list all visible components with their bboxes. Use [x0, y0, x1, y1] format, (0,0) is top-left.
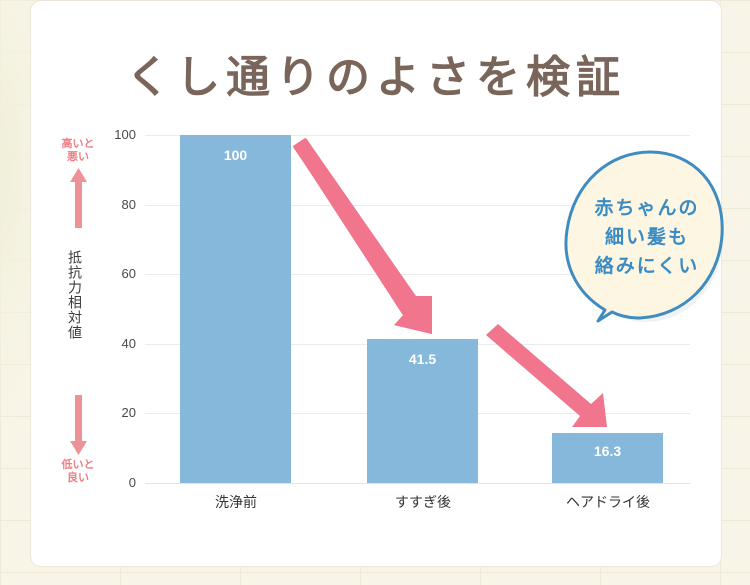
- bar-value-label: 41.5: [408, 351, 437, 367]
- y-tick-0: 0: [128, 475, 136, 490]
- bar-value-label: 100: [223, 147, 248, 163]
- y-tick-80: 80: [121, 197, 136, 212]
- decrease-arrow-2-icon: [486, 324, 607, 427]
- gridline-60: [145, 274, 690, 275]
- down-arrow-icon: [70, 395, 87, 455]
- bar-value-label: 16.3: [593, 443, 622, 459]
- y-tick-60: 60: [121, 266, 136, 281]
- bar-after-dry: 16.3: [552, 433, 663, 483]
- hint-low-line1: 低いと: [61, 458, 95, 471]
- gridline-0: [145, 483, 690, 484]
- callout-text: 赤ちゃんの 細い髪も 絡みにくい: [578, 194, 716, 281]
- bar-before-wash: 100: [180, 135, 291, 483]
- x-label-after-rinse: すすぎ後: [395, 495, 451, 511]
- chart-title: くし通りのよさを検証: [126, 52, 626, 103]
- x-label-before-wash: 洗浄前: [215, 495, 257, 511]
- hint-high-line1: 高いと: [61, 137, 95, 150]
- gridline-100: [145, 135, 690, 136]
- y-tick-40: 40: [121, 336, 136, 351]
- x-label-after-dry: ヘアドライ後: [566, 495, 650, 511]
- up-arrow-icon: [70, 168, 87, 228]
- y-tick-20: 20: [121, 405, 136, 420]
- callout-bubble: [564, 150, 724, 323]
- decrease-arrow-1-icon: [293, 138, 432, 334]
- hint-low-line2: 良い: [67, 471, 89, 484]
- y-axis-label: 抵抗力相対値: [66, 250, 82, 340]
- hint-high-line2: 悪い: [67, 150, 89, 163]
- callout-line-3: 絡みにくい: [594, 255, 700, 277]
- y-tick-100: 100: [114, 127, 136, 142]
- gridline-80: [145, 205, 690, 206]
- hint-low-good: 低いと 良い: [58, 458, 98, 484]
- bar-after-rinse: 41.5: [367, 339, 478, 483]
- callout-line-2: 細い髪も: [604, 226, 689, 248]
- hint-high-bad: 高いと 悪い: [58, 137, 98, 163]
- callout-line-1: 赤ちゃんの: [594, 197, 700, 219]
